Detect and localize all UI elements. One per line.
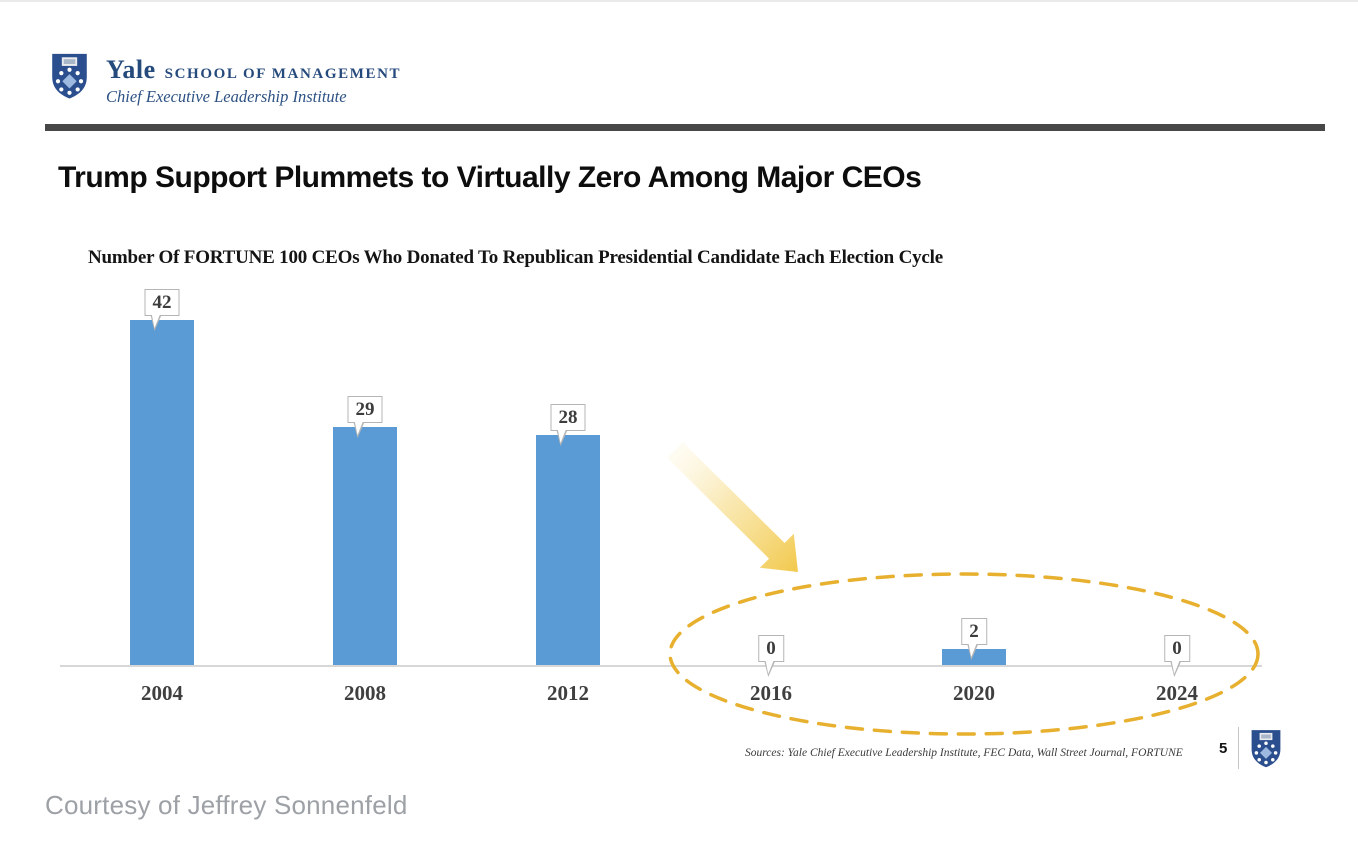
x-tick-2020: 2020 bbox=[953, 681, 995, 705]
chart-title: Number Of FORTUNE 100 CEOs Who Donated T… bbox=[88, 247, 943, 268]
brand-institute: Chief Executive Leadership Institute bbox=[106, 87, 347, 106]
x-tick-2004: 2004 bbox=[141, 681, 183, 705]
page-number: 5 bbox=[1219, 739, 1228, 757]
brand-school: SCHOOL OF MANAGEMENT bbox=[164, 66, 402, 82]
x-axis-line bbox=[60, 665, 1262, 667]
x-tick-2012: 2012 bbox=[547, 681, 589, 705]
brand-yale: Yale bbox=[106, 55, 156, 84]
page-top-edge bbox=[0, 0, 1358, 2]
header-divider bbox=[45, 124, 1325, 131]
data-label-2020: 2 bbox=[961, 618, 987, 660]
data-label-2004: 42 bbox=[144, 289, 180, 331]
bar-2008 bbox=[333, 427, 397, 665]
slide-title: Trump Support Plummets to Virtually Zero… bbox=[58, 161, 922, 194]
bar-2004 bbox=[130, 320, 194, 665]
data-label-2008: 29 bbox=[347, 396, 383, 438]
bar-2012 bbox=[536, 435, 600, 665]
x-tick-2008: 2008 bbox=[344, 681, 386, 705]
brand-lockup: Yale SCHOOL OF MANAGEMENT Chief Executiv… bbox=[106, 52, 401, 107]
slide-footer: 5 bbox=[1219, 724, 1282, 772]
data-label-2016: 0 bbox=[758, 635, 784, 677]
footer-divider bbox=[1238, 727, 1240, 769]
sources-note: Sources: Yale Chief Executive Leadership… bbox=[745, 747, 1183, 759]
decline-arrow-icon bbox=[667, 442, 798, 572]
data-label-2012: 28 bbox=[550, 404, 586, 446]
x-tick-2024: 2024 bbox=[1156, 681, 1198, 705]
header: Yale SCHOOL OF MANAGEMENT Chief Executiv… bbox=[50, 52, 401, 107]
x-tick-2016: 2016 bbox=[750, 681, 792, 705]
courtesy-caption: Courtesy of Jeffrey Sonnenfeld bbox=[45, 790, 408, 820]
footer-shield-icon bbox=[1250, 727, 1282, 770]
data-label-2024: 0 bbox=[1164, 635, 1190, 677]
